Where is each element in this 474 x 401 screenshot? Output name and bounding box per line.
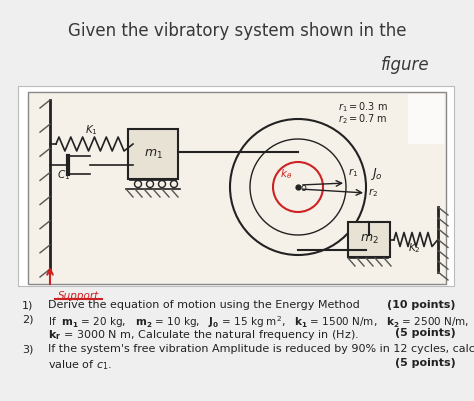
Text: $m_1$: $m_1$ — [144, 148, 163, 160]
Bar — [348, 222, 390, 257]
Text: $k_\theta$: $k_\theta$ — [280, 167, 292, 181]
Text: figure: figure — [382, 56, 430, 74]
Text: (10 points): (10 points) — [388, 300, 456, 310]
Text: 1): 1) — [22, 300, 33, 310]
Bar — [128, 129, 178, 179]
Text: If the system's free vibration Amplitude is reduced by 90% in 12 cycles, calcula: If the system's free vibration Amplitude… — [48, 344, 474, 354]
Text: $J_o$: $J_o$ — [370, 166, 383, 182]
Text: Derive the equation of motion using the Energy Method: Derive the equation of motion using the … — [48, 300, 360, 310]
Text: $r_1$: $r_1$ — [348, 166, 358, 179]
Bar — [408, 94, 444, 144]
Text: $m_2$: $m_2$ — [360, 233, 378, 246]
Text: Given the vibratory system shown in the: Given the vibratory system shown in the — [68, 22, 406, 40]
Text: Support: Support — [58, 291, 99, 301]
Text: $\mathbf{k_r}$ = 3000 N m, Calculate the natural frequency in (Hz).: $\mathbf{k_r}$ = 3000 N m, Calculate the… — [48, 328, 359, 342]
Text: $r_1 = 0.3$ m: $r_1 = 0.3$ m — [338, 100, 388, 114]
Text: $r_2 = 0.7$ m: $r_2 = 0.7$ m — [338, 112, 387, 126]
Text: If  $\mathbf{m_1}$ = 20 kg,   $\mathbf{m_2}$ = 10 kg,   $\mathbf{J_0}$ = 15 kg m: If $\mathbf{m_1}$ = 20 kg, $\mathbf{m_2}… — [48, 314, 469, 330]
Text: $K_1$: $K_1$ — [85, 123, 98, 137]
Bar — [28, 92, 446, 284]
Text: $r_2$: $r_2$ — [368, 186, 378, 199]
Text: 3): 3) — [22, 344, 33, 354]
Bar — [18, 86, 454, 286]
Text: value of $c_1$.: value of $c_1$. — [48, 358, 112, 372]
Text: (5 points): (5 points) — [395, 328, 456, 338]
Text: 2): 2) — [22, 314, 34, 324]
Text: (5 points): (5 points) — [395, 358, 456, 368]
Text: $K_2$: $K_2$ — [408, 241, 420, 255]
Text: o: o — [301, 183, 307, 193]
Text: $C_1$: $C_1$ — [57, 168, 71, 182]
